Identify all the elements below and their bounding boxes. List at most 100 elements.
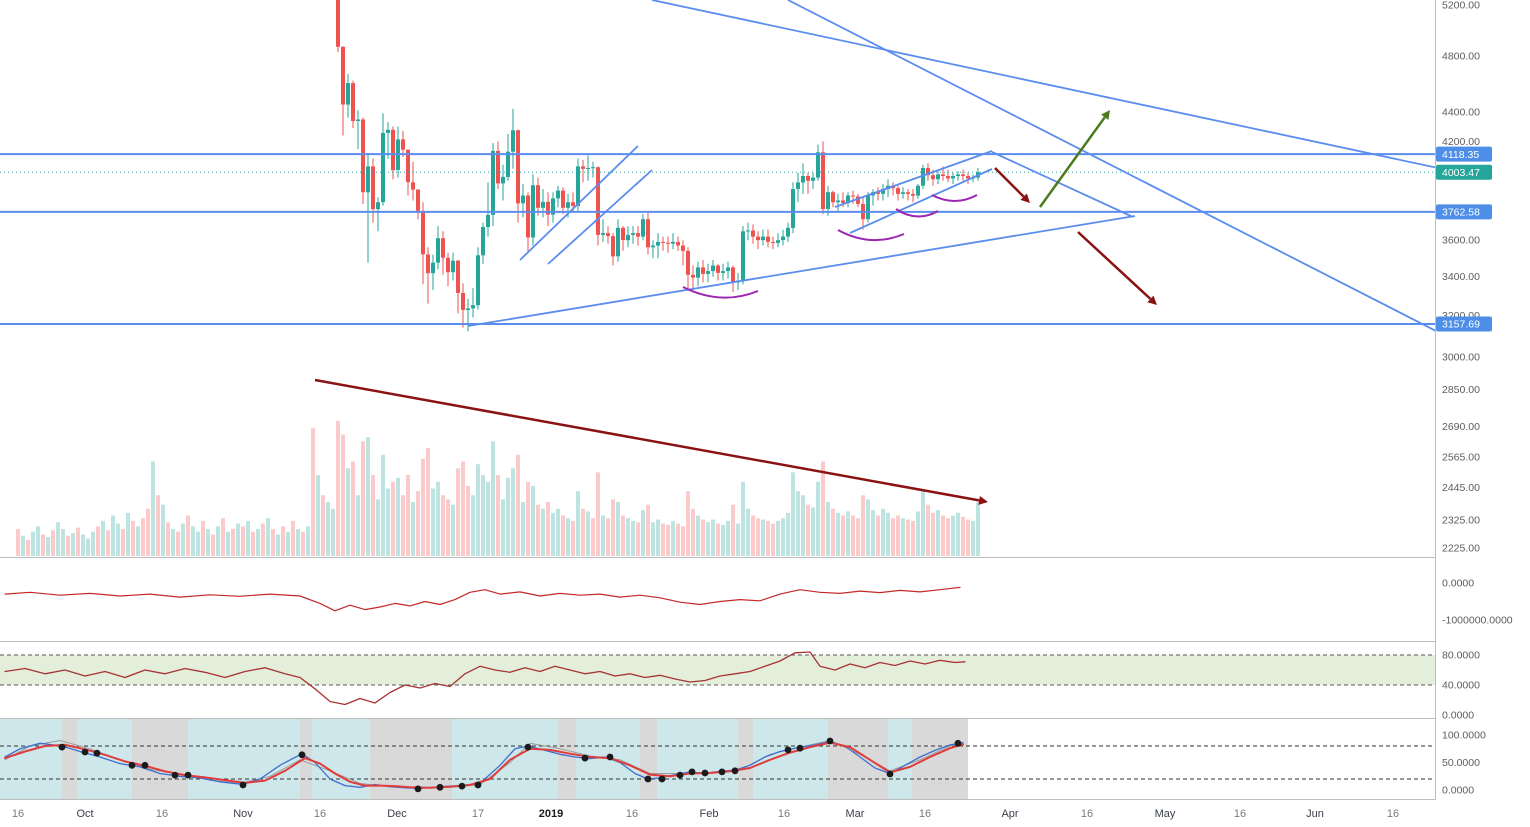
volume-bar — [661, 523, 665, 556]
volume-bar — [796, 491, 800, 556]
volume-bar — [746, 508, 750, 556]
volume-bar — [126, 512, 130, 556]
trendline[interactable] — [519, 145, 639, 261]
candlestick — [491, 150, 495, 215]
volume-bar — [621, 515, 625, 556]
volume-bar — [346, 468, 350, 556]
volume-bar — [921, 491, 925, 556]
indicator-pane-oscillator[interactable] — [4, 586, 961, 612]
volume-bar — [686, 491, 690, 556]
volume-bar — [756, 518, 760, 556]
time-axis-label: Dec — [387, 808, 407, 820]
trendline[interactable] — [834, 150, 993, 208]
candlestick — [916, 185, 920, 196]
candlestick — [906, 192, 910, 194]
oscillator-axis-label: 0.0000 — [1442, 578, 1474, 590]
arc-annotation[interactable] — [931, 194, 978, 202]
rsi-band-fill — [0, 655, 1435, 685]
volume-bar — [871, 510, 875, 556]
volume-bar — [771, 523, 775, 556]
arc-annotation[interactable] — [895, 208, 939, 218]
volume-bar — [856, 518, 860, 556]
price-chip-bg — [1436, 204, 1492, 220]
volume-bar — [491, 441, 495, 556]
trendline[interactable] — [991, 151, 1134, 218]
volume-bar — [911, 520, 915, 556]
volume-bar — [941, 515, 945, 556]
candlestick — [766, 236, 770, 242]
candlestick — [406, 149, 410, 183]
volume-bar — [286, 531, 290, 556]
candlestick — [751, 230, 755, 237]
volume-bar — [181, 523, 185, 556]
time-axis-label: 16 — [778, 808, 790, 820]
candlestick — [831, 192, 835, 203]
arrow-annotation[interactable] — [994, 167, 1030, 203]
arrow-head — [1147, 295, 1157, 305]
price-chip-text: 4118.35 — [1442, 149, 1479, 161]
indicator-pane-stochastic[interactable] — [0, 719, 1435, 799]
candlestick — [841, 200, 845, 203]
price-axis-background[interactable] — [1435, 0, 1530, 800]
volume-bar — [736, 523, 740, 556]
volume-bar — [356, 495, 360, 556]
volume-bar — [306, 526, 310, 556]
candlestick — [716, 265, 720, 273]
candlestick — [846, 195, 850, 203]
stoch-cross-dot — [784, 746, 792, 754]
stoch-cross-dot — [474, 781, 482, 789]
price-label-chip: 3762.58 — [1436, 204, 1492, 220]
volume-bar — [946, 518, 950, 556]
volume-bar — [701, 519, 705, 556]
candlestick — [676, 241, 680, 246]
candlestick — [401, 139, 405, 150]
time-axis-background[interactable] — [0, 800, 1530, 827]
volume-bar — [16, 529, 20, 556]
volume-bar — [641, 510, 645, 556]
time-axis-label: Mar — [846, 808, 865, 820]
arc-annotation[interactable] — [837, 229, 905, 242]
arrow-annotation[interactable] — [314, 378, 988, 505]
candlestick — [701, 267, 705, 274]
stoch-background-band — [738, 719, 753, 799]
time-axis-label: 16 — [626, 808, 638, 820]
price-axis[interactable]: 5200.00 4800.00 4400.00 4200.00 3600.00 3400.… — [1435, 0, 1530, 800]
volume-bar — [121, 529, 125, 556]
trendline[interactable] — [467, 215, 1136, 327]
arc-annotation[interactable] — [682, 286, 759, 299]
time-axis[interactable]: 16 Oct 16 Nov 16 Dec 17 2019 16 Feb 16 Mar 16 Apr 16 Ma… — [0, 800, 1530, 827]
trendline[interactable] — [547, 169, 653, 265]
stoch-cross-dot — [606, 753, 614, 761]
main-price-pane[interactable] — [0, 0, 1438, 556]
volume-bar — [81, 534, 85, 556]
trendline[interactable] — [651, 0, 1438, 169]
candlestick — [471, 305, 475, 309]
volume-bar — [851, 515, 855, 556]
volume-bar — [341, 434, 345, 556]
volume-bar — [891, 518, 895, 556]
volume-bar — [291, 520, 295, 556]
volume-bar — [706, 522, 710, 556]
arrow-annotation[interactable] — [1038, 110, 1110, 208]
trendline[interactable] — [849, 168, 993, 234]
stoch-cross-dot — [298, 751, 306, 759]
volume-bar — [331, 508, 335, 556]
volume-bar — [36, 526, 40, 556]
volume-bar — [471, 495, 475, 556]
arrow-annotation[interactable] — [1077, 231, 1157, 305]
candlestick — [461, 292, 465, 310]
volume-bar — [251, 531, 255, 556]
candlestick — [466, 308, 470, 310]
stoch-cross-dot — [128, 761, 136, 769]
candlestick — [836, 200, 840, 203]
volume-bar — [881, 508, 885, 556]
volume-bar — [421, 458, 425, 556]
candlestick — [786, 227, 790, 237]
candlestick — [951, 176, 955, 179]
candlestick — [416, 189, 420, 211]
indicator-pane-rsi[interactable] — [0, 651, 1435, 706]
trendline[interactable] — [787, 0, 1438, 332]
volume-bar — [486, 481, 490, 556]
candlestick — [336, 0, 340, 47]
